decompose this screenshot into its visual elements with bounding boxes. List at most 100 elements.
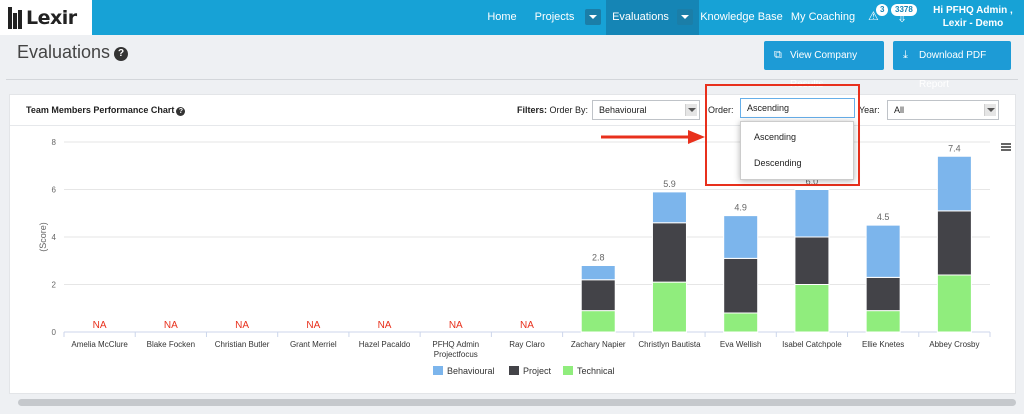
notification-download-icon[interactable]: ⇩: [897, 11, 908, 25]
user-company: Lexir - Demo: [942, 18, 1004, 29]
x-category-label: PFHQ Admin: [432, 340, 479, 349]
question-circle-icon[interactable]: ?: [114, 47, 129, 61]
download-icon: ⤓: [903, 49, 908, 61]
alert-warning-icon[interactable]: ⚠: [868, 9, 879, 23]
horizontal-scrollbar[interactable]: [18, 399, 1016, 406]
filters-label: Filters: Order By:: [517, 105, 588, 115]
legend-swatch-project: [509, 366, 519, 375]
nav-knowledge-base[interactable]: Knowledge Base: [700, 11, 783, 23]
top-navbar: Lexir Home Projects Evaluations Knowledg…: [0, 0, 1024, 35]
order-option-descending[interactable]: Descending: [754, 158, 802, 168]
bar-segment-technical: [651, 281, 687, 333]
header-divider: [6, 79, 1018, 80]
na-label: NA: [93, 320, 107, 331]
y-tick-label: 8: [52, 138, 57, 147]
bar-total-label: 4.5: [877, 212, 890, 222]
page-title-text: Evaluations: [17, 42, 111, 62]
order-select[interactable]: Ascending: [740, 98, 855, 118]
bar-segment-behavioural: [723, 215, 759, 259]
y-tick-label: 0: [52, 328, 57, 337]
x-category-label: Hazel Pacaldo: [359, 340, 411, 349]
order-by-select[interactable]: Behavioural: [592, 100, 700, 120]
logo-text: Lexir: [26, 6, 77, 29]
order-value: Ascending: [747, 103, 790, 113]
na-label: NA: [235, 320, 249, 331]
bar-segment-behavioural: [865, 224, 901, 278]
filters-heading: Filters:: [517, 105, 548, 115]
x-category-label: Projectfocus: [434, 350, 478, 359]
x-category-label: Blake Focken: [147, 340, 195, 349]
x-category-label: Christlyn Bautista: [638, 340, 701, 349]
bar-segment-behavioural: [651, 191, 687, 224]
order-option-ascending[interactable]: Ascending: [754, 132, 797, 142]
order-by-value: Behavioural: [599, 105, 647, 115]
x-category-label: Grant Merriel: [290, 340, 337, 349]
download-pdf-label: Download PDF Report: [919, 50, 987, 90]
projects-dropdown-caret-icon[interactable]: [585, 9, 601, 25]
y-tick-label: 4: [52, 233, 57, 242]
na-label: NA: [449, 320, 463, 331]
bar-total-label: 5.9: [663, 179, 676, 189]
nav-my-coaching[interactable]: My Coaching: [790, 11, 856, 23]
external-link-icon: ⧉: [774, 49, 782, 61]
na-label: NA: [306, 320, 320, 331]
nav-projects[interactable]: Projects: [534, 11, 575, 23]
order-dropdown-list: Ascending Descending: [740, 121, 854, 180]
x-category-label: Ray Claro: [509, 340, 545, 349]
user-menu[interactable]: Hi PFHQ Admin , Lexir - Demo: [928, 4, 1018, 30]
panel-title-text: Team Members Performance Chart: [26, 105, 175, 115]
order-label: Order:: [708, 105, 734, 115]
panel-divider: [10, 125, 1015, 126]
na-label: NA: [520, 320, 534, 331]
x-category-label: Christian Butler: [215, 340, 270, 349]
bar-segment-project: [794, 236, 830, 285]
x-category-label: Isabel Catchpole: [782, 340, 842, 349]
na-label: NA: [164, 320, 178, 331]
y-tick-label: 2: [52, 281, 57, 290]
app-logo[interactable]: Lexir: [0, 0, 92, 35]
annotation-highlight-box: [705, 84, 860, 186]
bar-segment-project: [936, 210, 972, 276]
panel-title: Team Members Performance Chart?: [26, 105, 186, 116]
alerts-badge: 3: [876, 4, 889, 16]
bar-total-label: 2.8: [592, 253, 605, 263]
legend-swatch-behavioural: [433, 366, 443, 375]
x-category-label: Abbey Crosby: [929, 340, 979, 349]
year-label: Year:: [859, 105, 880, 115]
notifications-badge: 3378: [891, 4, 917, 16]
nav-home[interactable]: Home: [487, 11, 517, 23]
legend-swatch-technical: [563, 366, 573, 375]
download-pdf-report-button[interactable]: ⤓ Download PDF Report: [893, 41, 1011, 90]
bar-segment-behavioural: [794, 189, 830, 238]
x-category-label: Eva Wellish: [720, 340, 762, 349]
order-by-label: Order By:: [549, 105, 589, 115]
bar-total-label: 7.4: [948, 143, 961, 153]
y-tick-label: 6: [52, 186, 57, 195]
evaluations-dropdown-caret-icon[interactable]: [677, 9, 693, 25]
year-value: All: [894, 105, 905, 115]
y-axis-title: (Score): [38, 222, 48, 252]
legend-label: Behavioural: [447, 366, 495, 376]
bar-total-label: 6.0: [806, 177, 819, 187]
na-label: NA: [378, 320, 392, 331]
year-select[interactable]: All: [887, 100, 999, 120]
x-category-label: Zachary Napier: [571, 340, 626, 349]
bar-segment-technical: [936, 274, 972, 333]
chevron-down-icon: [984, 104, 996, 116]
building-logo-icon: [8, 6, 23, 29]
chevron-down-icon: [685, 104, 697, 116]
user-greeting: Hi PFHQ Admin ,: [933, 5, 1013, 16]
bar-segment-behavioural: [580, 265, 616, 281]
question-circle-icon[interactable]: ?: [176, 107, 186, 116]
chart-menu-icon[interactable]: [1001, 143, 1011, 152]
legend-label: Technical: [577, 366, 615, 376]
bar-segment-project: [723, 257, 759, 314]
bar-segment-behavioural: [936, 155, 972, 212]
bar-segment-project: [865, 276, 901, 312]
page-title: Evaluations?: [17, 42, 129, 63]
x-category-label: Amelia McClure: [71, 340, 128, 349]
legend-label: Project: [523, 366, 552, 376]
bar-total-label: 4.9: [734, 203, 747, 213]
